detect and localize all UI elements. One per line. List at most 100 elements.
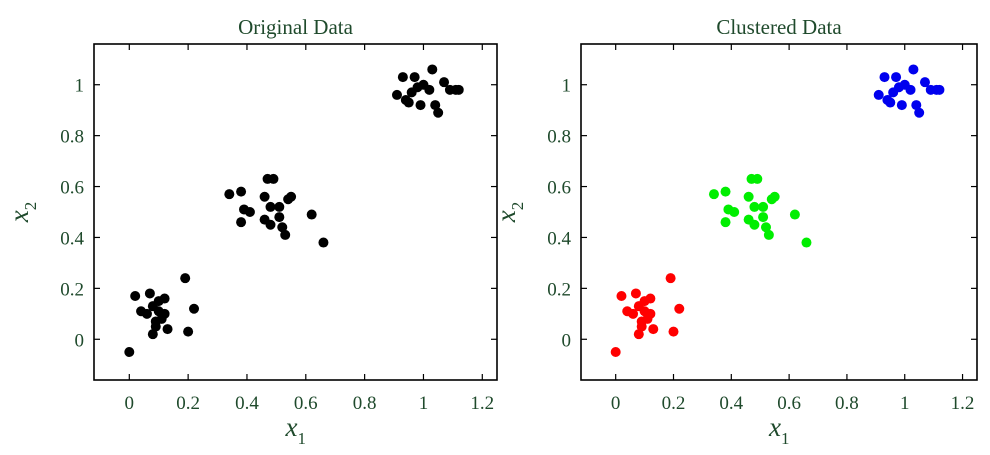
data-point xyxy=(397,72,408,83)
data-point xyxy=(244,207,255,217)
data-point xyxy=(430,100,441,111)
data-point xyxy=(274,201,285,212)
data-point xyxy=(760,222,771,233)
data-point xyxy=(879,72,890,83)
y-tick-label: 0 xyxy=(562,330,572,351)
data-point xyxy=(749,201,760,212)
y-tick-label: 0.8 xyxy=(60,127,84,148)
data-point xyxy=(141,308,152,319)
data-point xyxy=(891,72,902,83)
data-point xyxy=(124,347,135,357)
x-tick-label: 0.4 xyxy=(719,393,743,414)
y-tick-label: 0 xyxy=(75,330,85,351)
y-tick-label: 0.6 xyxy=(547,178,571,199)
data-point xyxy=(144,288,155,299)
chart-panel-2: Clustered Data 0 0.2 0.4 0.6 0.8 1 1.2 0 0.2 0.4 0.… xyxy=(491,15,978,448)
data-point xyxy=(183,326,194,337)
data-point xyxy=(888,87,899,98)
data-point xyxy=(130,291,141,301)
data-point xyxy=(433,107,444,118)
data-point xyxy=(636,316,647,327)
x-tick-label: 0.8 xyxy=(835,393,859,414)
data-point xyxy=(391,89,402,100)
data-point xyxy=(665,273,676,284)
y-tick-label: 0.4 xyxy=(60,228,84,249)
data-point xyxy=(265,219,276,230)
x-axis-label: x1 xyxy=(285,412,306,448)
data-point xyxy=(769,191,780,202)
x-tick-label: 0.6 xyxy=(294,393,318,414)
data-point xyxy=(801,237,812,248)
x-tick-label: 1 xyxy=(900,393,910,414)
plot-frame xyxy=(93,43,498,381)
data-point xyxy=(439,77,450,88)
data-point xyxy=(749,219,760,230)
data-point xyxy=(306,209,317,220)
x-tick-label: 0 xyxy=(611,393,621,414)
data-point xyxy=(409,72,420,83)
x-tick-label: 0 xyxy=(125,393,135,414)
data-point xyxy=(406,87,417,98)
data-point xyxy=(259,191,270,202)
data-point xyxy=(424,84,435,95)
data-point xyxy=(645,293,656,304)
series-1 xyxy=(124,64,464,357)
data-point xyxy=(189,303,200,314)
data-point xyxy=(630,288,641,299)
data-point xyxy=(908,64,919,75)
plot-frame xyxy=(580,43,978,381)
data-point xyxy=(873,89,884,100)
x-tick-label: 0.2 xyxy=(662,393,686,414)
data-point xyxy=(911,100,922,111)
series-3 xyxy=(873,64,945,118)
x-tick-label: 0.2 xyxy=(176,393,200,414)
data-point xyxy=(648,324,659,335)
data-point xyxy=(628,308,639,319)
x-tick-label: 1.2 xyxy=(470,393,494,414)
x-tick-label: 0.8 xyxy=(353,393,377,414)
y-tick-label: 0.2 xyxy=(60,279,84,300)
data-point xyxy=(752,173,763,184)
data-point xyxy=(729,207,740,217)
data-point xyxy=(674,303,685,314)
data-point xyxy=(150,316,161,327)
data-point xyxy=(159,293,170,304)
data-point xyxy=(789,209,800,220)
data-point xyxy=(318,237,329,248)
data-point xyxy=(180,273,191,284)
y-tick-label: 0.4 xyxy=(547,228,571,249)
data-point xyxy=(668,326,679,337)
y-tick-label: 0.6 xyxy=(60,178,84,199)
data-point xyxy=(616,291,627,301)
data-point xyxy=(280,229,291,240)
data-point xyxy=(277,222,288,233)
data-point xyxy=(720,217,731,228)
data-point xyxy=(147,329,158,340)
y-tick-label: 0.2 xyxy=(547,279,571,300)
x-tick-label: 1 xyxy=(419,393,429,414)
data-point xyxy=(720,186,731,197)
data-point xyxy=(633,329,644,340)
data-point xyxy=(236,217,247,228)
data-point xyxy=(268,173,279,184)
y-tick-label: 1 xyxy=(75,76,85,97)
data-point xyxy=(236,186,247,197)
data-point xyxy=(286,191,297,202)
data-point xyxy=(885,97,896,108)
data-point xyxy=(224,189,235,200)
x-tick-label: 1.2 xyxy=(951,393,975,414)
data-point xyxy=(159,308,170,319)
data-point xyxy=(274,212,285,223)
data-point xyxy=(265,201,276,212)
chart-title: Original Data xyxy=(238,15,354,39)
data-point xyxy=(743,191,754,202)
data-point xyxy=(415,100,426,111)
x-tick-label: 0.4 xyxy=(235,393,259,414)
data-point xyxy=(763,229,774,240)
data-point xyxy=(934,84,945,95)
data-point xyxy=(896,100,907,111)
x-tick-label: 0.6 xyxy=(777,393,801,414)
data-point xyxy=(905,84,916,95)
y-axis-label: x2 xyxy=(4,202,40,223)
chart-panel-1: Original Data 0 0.2 0.4 0.6 0.8 1 1.2 0 0.2 0.4 0.6… xyxy=(4,15,498,448)
